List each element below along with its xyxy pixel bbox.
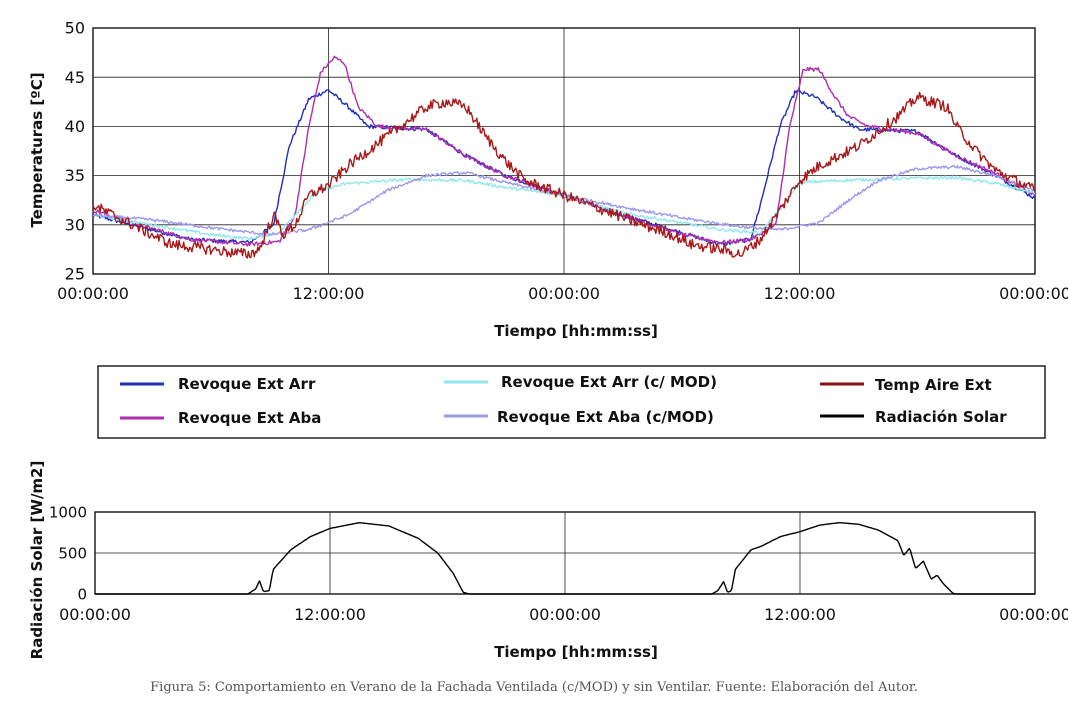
x-tick-label: 00:00:00: [59, 605, 131, 624]
legend-label-revoque-ext-arr: Revoque Ext Arr: [178, 375, 316, 393]
series-line-radiacion-solar: [95, 522, 1035, 595]
radiation-chart: 0 500 1000 00:00:00 12:00:00 00:00:00 12:00:0…: [28, 461, 1068, 661]
radiation-series: [95, 522, 1035, 595]
y-tick-label: 50: [65, 19, 85, 38]
series-line-temp-aire-ext: [92, 91, 1036, 259]
x-tick-label: 00:00:00: [57, 284, 129, 303]
y-tick-label: 45: [65, 68, 85, 87]
figure-caption: Figura 5: Comportamiento en Verano de la…: [150, 680, 918, 695]
y-tick-label: 30: [65, 215, 85, 234]
x-tick-label: 00:00:00: [529, 605, 601, 624]
figure: 25 30 35 40 45 50 00:00:00 12:00:00 00:00:00 12:…: [28, 19, 1068, 661]
radiation-ylabel: Radiación Solar [W/m2]: [28, 461, 46, 660]
x-tick-label: 00:00:00: [999, 284, 1068, 303]
legend-label-temp-aire-ext: Temp Aire Ext: [875, 376, 992, 394]
legend-label-radiacion-solar: Radiación Solar: [875, 408, 1007, 426]
y-tick-label: 35: [65, 166, 85, 185]
temperature-series: [92, 55, 1036, 259]
radiation-grid: [95, 512, 1035, 594]
y-tick-label: 0: [77, 585, 87, 603]
legend-box: [97, 365, 1046, 439]
temperature-y-ticks: 25 30 35 40 45 50: [65, 19, 85, 284]
temperature-ylabel: Temperaturas [ºC]: [28, 72, 46, 227]
x-tick-label: 12:00:00: [294, 605, 366, 624]
temperature-xlabel: Tiempo [hh:mm:ss]: [494, 322, 658, 340]
y-tick-label: 40: [65, 117, 85, 136]
radiation-xlabel: Tiempo [hh:mm:ss]: [494, 643, 658, 661]
x-tick-label: 12:00:00: [293, 284, 365, 303]
x-tick-label: 00:00:00: [999, 605, 1068, 624]
temperature-x-ticks: 00:00:00 12:00:00 00:00:00 12:00:00 00:00:00: [57, 284, 1068, 303]
x-tick-label: 00:00:00: [528, 284, 600, 303]
legend: Revoque Ext Arr Revoque Ext Aba Revoque …: [97, 365, 1046, 439]
temperature-grid: [93, 28, 1035, 274]
y-tick-label: 25: [65, 265, 85, 284]
legend-label-revoque-ext-aba: Revoque Ext Aba: [178, 409, 321, 427]
temperature-chart: 25 30 35 40 45 50 00:00:00 12:00:00 00:00:00 12:…: [28, 19, 1068, 340]
x-tick-label: 12:00:00: [764, 605, 836, 624]
x-tick-label: 12:00:00: [764, 284, 836, 303]
y-tick-label: 1000: [49, 503, 87, 521]
y-tick-label: 500: [58, 544, 87, 562]
legend-label-revoque-ext-arr-mod: Revoque Ext Arr (c/ MOD): [501, 373, 717, 391]
radiation-x-ticks: 00:00:00 12:00:00 00:00:00 12:00:00 00:00:00: [59, 605, 1068, 624]
legend-label-revoque-ext-aba-mod: Revoque Ext Aba (c/MOD): [497, 408, 714, 426]
radiation-y-ticks: 0 500 1000: [49, 503, 87, 603]
series-line-revoque-ext-aba: [92, 55, 1036, 247]
